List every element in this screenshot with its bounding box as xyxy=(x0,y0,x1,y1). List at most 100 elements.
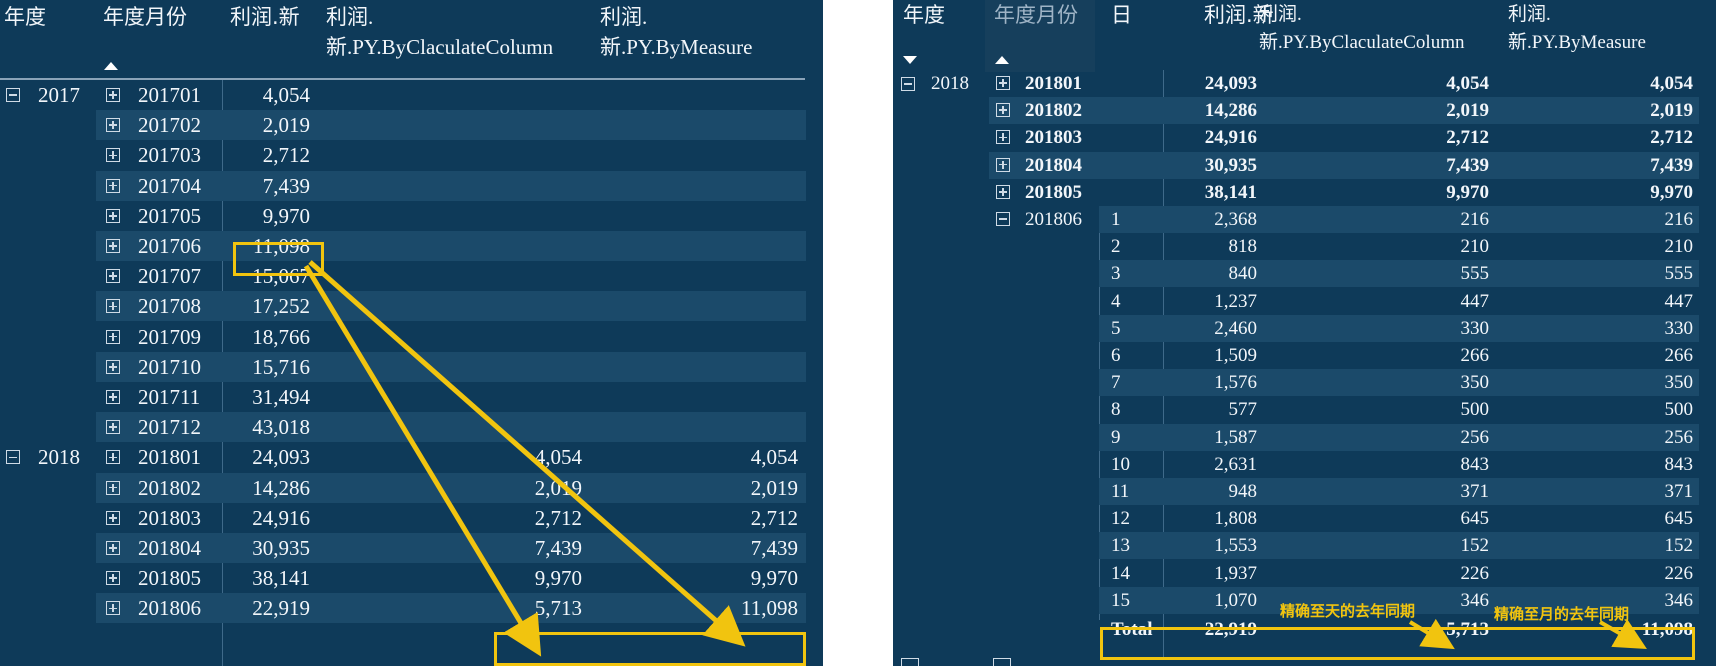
profit-cell: 1,587 xyxy=(1214,426,1257,448)
header-py-measure-line1[interactable]: 利润. xyxy=(600,5,648,29)
header-profit[interactable]: 利润.新 xyxy=(230,5,300,29)
day-cell: 9 xyxy=(1111,426,1121,448)
expand-icon[interactable] xyxy=(106,601,120,616)
header-py-measure-line2[interactable]: 新.PY.ByMeasure xyxy=(1508,32,1646,53)
expand-icon[interactable] xyxy=(106,329,120,344)
expand-icon[interactable] xyxy=(106,269,120,284)
expand-icon[interactable] xyxy=(996,103,1010,118)
month-cell: 201805 xyxy=(138,566,201,591)
day-cell: 11 xyxy=(1111,481,1130,502)
expand-icon[interactable] xyxy=(106,541,120,555)
row-band xyxy=(96,291,806,322)
expand-icon[interactable] xyxy=(106,178,120,193)
sort-ascending-icon[interactable] xyxy=(104,62,118,70)
next-group-collapse-icon[interactable] xyxy=(901,658,919,666)
annotation-month-precision: 精确至月的去年同期 xyxy=(1494,605,1630,623)
header-py-column-line2[interactable]: 新.PY.ByClaculateColumn xyxy=(326,35,554,59)
expand-icon[interactable] xyxy=(106,480,120,495)
expand-icon[interactable] xyxy=(106,118,120,133)
arrow-to-column-value xyxy=(303,264,542,657)
profit-cell: 818 xyxy=(1228,236,1258,258)
profit-cell: 24,093 xyxy=(1204,73,1257,94)
expand-icon[interactable] xyxy=(996,184,1010,199)
arrow-day-annotation xyxy=(1408,618,1455,650)
expand-icon[interactable] xyxy=(106,148,120,163)
profit-cell: 38,141 xyxy=(252,566,310,591)
header-py-measure-line2[interactable]: 新.PY.ByMeasure xyxy=(600,35,753,59)
table-row: 201709 18,766 xyxy=(0,322,823,352)
profit-cell: 38,141 xyxy=(1204,181,1257,203)
month-cell: 201801 xyxy=(1025,73,1082,94)
expand-icon[interactable] xyxy=(106,571,120,586)
collapse-month-icon[interactable] xyxy=(996,212,1010,226)
expand-icon[interactable] xyxy=(106,390,120,404)
expand-icon[interactable] xyxy=(106,450,120,465)
expand-icon[interactable] xyxy=(106,208,120,223)
collapse-icon[interactable] xyxy=(901,77,915,91)
profit-cell: 14,286 xyxy=(1204,100,1257,122)
py-measure-cell: 346 xyxy=(1664,589,1694,611)
table-row: 1 2,368 216 216 xyxy=(893,206,1716,233)
header-py-measure-line1[interactable]: 利润. xyxy=(1508,4,1551,25)
py-column-cell: 645 xyxy=(1460,508,1490,530)
collapse-icon[interactable] xyxy=(6,88,20,102)
expand-icon[interactable] xyxy=(996,130,1010,145)
py-column-cell: 226 xyxy=(1460,562,1490,584)
sort-descending-icon[interactable] xyxy=(903,56,917,64)
header-py-column-line2[interactable]: 新.PY.ByClaculateColumn xyxy=(1259,32,1465,53)
header-py-column-line1[interactable]: 利润. xyxy=(1259,4,1302,25)
profit-cell: 1,576 xyxy=(1214,372,1257,394)
month-cell: 201802 xyxy=(138,475,201,500)
table-row: 201805 38,141 9,970 9,970 xyxy=(893,179,1716,206)
next-month-expand-icon[interactable] xyxy=(993,658,1011,666)
expand-icon[interactable] xyxy=(996,76,1010,90)
year-cell: 2018 xyxy=(38,445,80,470)
row-band xyxy=(1099,206,1699,233)
expand-icon[interactable] xyxy=(106,239,120,253)
expand-icon[interactable] xyxy=(106,359,120,374)
month-cell: 201712 xyxy=(138,415,201,440)
py-column-cell: 216 xyxy=(1460,209,1490,230)
py-column-cell: 371 xyxy=(1460,481,1490,502)
table-row: 201804 30,935 7,439 7,439 xyxy=(893,151,1716,179)
header-month[interactable]: 年度月份 xyxy=(994,3,1078,27)
expand-icon[interactable] xyxy=(106,510,120,525)
py-column-cell: 9,970 xyxy=(534,566,582,591)
header-year[interactable]: 年度 xyxy=(903,3,945,27)
month-cell: 201703 xyxy=(138,143,201,168)
header-day[interactable]: 日 xyxy=(1111,3,1132,27)
py-measure-cell: 500 xyxy=(1664,399,1694,421)
sort-ascending-icon[interactable] xyxy=(995,56,1009,64)
day-cell: 3 xyxy=(1111,263,1121,285)
expand-icon[interactable] xyxy=(106,88,120,102)
month-cell: 201804 xyxy=(138,536,201,560)
py-measure-cell: 645 xyxy=(1664,508,1694,530)
py-column-cell: 7,439 xyxy=(534,536,582,560)
day-cell: 13 xyxy=(1111,535,1130,557)
profit-cell: 948 xyxy=(1228,481,1258,502)
header-month[interactable]: 年度月份 xyxy=(103,5,187,29)
py-column-cell: 2,712 xyxy=(534,505,582,530)
arrow-to-measure-value xyxy=(308,260,746,647)
table-row: 6 1,509 266 266 xyxy=(893,342,1716,369)
py-measure-cell: 447 xyxy=(1664,290,1694,312)
row-band xyxy=(96,412,806,443)
expand-icon[interactable] xyxy=(106,420,120,435)
month-cell: 201708 xyxy=(138,294,201,319)
py-measure-cell: 2,712 xyxy=(750,505,798,530)
table-row: 201704 7,439 xyxy=(0,170,823,201)
collapse-icon[interactable] xyxy=(6,450,20,465)
profit-cell: 1,237 xyxy=(1214,290,1257,312)
row-band xyxy=(96,170,806,201)
profit-cell: 30,935 xyxy=(252,536,310,560)
py-column-cell: 210 xyxy=(1460,236,1490,258)
profit-cell: 18,766 xyxy=(252,324,310,349)
header-year[interactable]: 年度 xyxy=(4,5,46,29)
expand-icon[interactable] xyxy=(106,299,120,314)
header-profit[interactable]: 利润.新 xyxy=(1204,3,1274,27)
header-py-column-line1[interactable]: 利润. xyxy=(326,5,374,29)
expand-icon[interactable] xyxy=(996,157,1010,172)
py-column-cell: 500 xyxy=(1460,399,1490,421)
profit-cell: 7,439 xyxy=(262,173,310,198)
right-matrix-visual: 年度 年度月份 日 利润.新 利润. 新.PY.ByClaculateColum… xyxy=(893,0,1716,666)
